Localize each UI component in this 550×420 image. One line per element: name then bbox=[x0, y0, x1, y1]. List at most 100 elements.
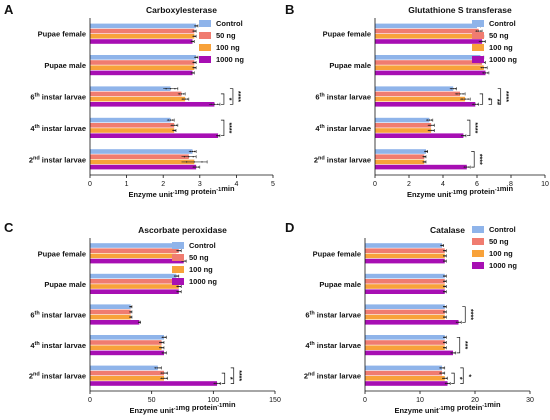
bar bbox=[375, 39, 483, 44]
legend-label: Control bbox=[489, 225, 516, 234]
bar bbox=[90, 376, 164, 381]
data-point bbox=[169, 119, 172, 121]
data-point bbox=[179, 285, 181, 288]
data-point bbox=[192, 72, 195, 74]
legend-label: 1000 ng bbox=[489, 55, 517, 64]
bar bbox=[365, 370, 442, 376]
data-point bbox=[163, 336, 165, 338]
significance-bracket bbox=[229, 88, 234, 105]
bar bbox=[375, 102, 476, 107]
data-point bbox=[423, 156, 425, 158]
data-point bbox=[452, 88, 454, 90]
data-point bbox=[443, 341, 445, 344]
data-point bbox=[130, 316, 133, 318]
data-point bbox=[160, 347, 163, 349]
data-point bbox=[193, 166, 195, 168]
data-point bbox=[444, 260, 446, 262]
legend-swatch bbox=[472, 226, 484, 233]
bar bbox=[90, 117, 171, 123]
data-point bbox=[194, 61, 197, 64]
data-point bbox=[190, 72, 193, 74]
data-point bbox=[183, 156, 186, 158]
bar bbox=[90, 340, 162, 345]
data-point bbox=[193, 61, 196, 64]
data-point bbox=[457, 321, 460, 323]
x-axis-label: Enzyme unit-1mg protein-1min bbox=[129, 400, 235, 415]
data-point bbox=[444, 280, 446, 282]
data-point bbox=[165, 88, 167, 90]
data-point bbox=[466, 166, 468, 168]
bar bbox=[90, 23, 197, 29]
bar bbox=[365, 309, 445, 315]
data-point bbox=[188, 156, 190, 158]
bar bbox=[365, 284, 445, 289]
data-point bbox=[445, 311, 447, 313]
data-point bbox=[445, 250, 447, 252]
bar bbox=[90, 164, 197, 170]
bar bbox=[90, 289, 179, 294]
data-point bbox=[444, 316, 446, 318]
data-point bbox=[464, 135, 466, 137]
data-point bbox=[444, 250, 446, 252]
bar bbox=[365, 365, 442, 371]
data-point bbox=[428, 119, 431, 121]
bar bbox=[90, 149, 193, 154]
data-point bbox=[426, 150, 428, 153]
significance-mark: * bbox=[455, 377, 462, 380]
bar bbox=[90, 279, 177, 284]
bar bbox=[375, 164, 467, 170]
data-point bbox=[452, 352, 454, 354]
data-point bbox=[426, 119, 429, 121]
data-point bbox=[445, 382, 447, 385]
legend-swatch bbox=[472, 56, 484, 63]
data-point bbox=[479, 40, 481, 43]
category-label: 2nd instar larvae bbox=[29, 155, 86, 164]
data-point bbox=[139, 321, 141, 323]
data-point bbox=[443, 275, 445, 277]
legend-swatch bbox=[472, 250, 484, 257]
data-point bbox=[157, 367, 159, 369]
data-point bbox=[445, 275, 447, 277]
data-point bbox=[176, 250, 179, 252]
data-point bbox=[444, 275, 446, 277]
legend-label: 1000 ng bbox=[489, 261, 517, 270]
data-point bbox=[154, 367, 157, 369]
data-point bbox=[444, 377, 446, 379]
significance-bracket bbox=[471, 151, 475, 168]
chart-title: Ascorbate peroxidase bbox=[138, 225, 227, 235]
chart-title: Carboxylesterase bbox=[146, 5, 217, 15]
legend-swatch bbox=[172, 278, 184, 285]
legend-label: 100 ng bbox=[216, 43, 240, 52]
data-point bbox=[130, 311, 133, 313]
bar bbox=[375, 70, 486, 76]
bar bbox=[365, 304, 445, 309]
bar bbox=[375, 117, 430, 123]
bar bbox=[365, 253, 445, 259]
x-tick-label: 10 bbox=[416, 397, 424, 404]
significance-bracket bbox=[460, 367, 464, 384]
legend-label: 50 ng bbox=[216, 31, 236, 40]
bar bbox=[90, 320, 140, 325]
category-label: Pupae female bbox=[38, 249, 86, 258]
legend-swatch bbox=[199, 32, 211, 39]
data-point bbox=[484, 72, 487, 74]
significance-bracket bbox=[497, 88, 502, 105]
legend-swatch bbox=[472, 44, 484, 51]
bar bbox=[365, 340, 445, 345]
data-point bbox=[476, 103, 479, 106]
bar bbox=[90, 154, 189, 159]
x-tick-label: 100 bbox=[207, 397, 219, 404]
x-tick-label: 50 bbox=[148, 397, 156, 404]
data-point bbox=[175, 275, 178, 277]
bar bbox=[90, 284, 179, 289]
data-point bbox=[445, 347, 447, 349]
data-point bbox=[442, 372, 445, 374]
x-axis-label: Enzyme unit-1mg protein-1min bbox=[394, 400, 500, 415]
data-point bbox=[191, 40, 194, 43]
data-point bbox=[445, 291, 447, 293]
x-tick-label: 3 bbox=[198, 181, 202, 188]
data-point bbox=[444, 336, 446, 338]
bar bbox=[365, 248, 445, 253]
legend-swatch bbox=[199, 44, 211, 51]
category-label: 6th instar larvae bbox=[30, 93, 86, 102]
